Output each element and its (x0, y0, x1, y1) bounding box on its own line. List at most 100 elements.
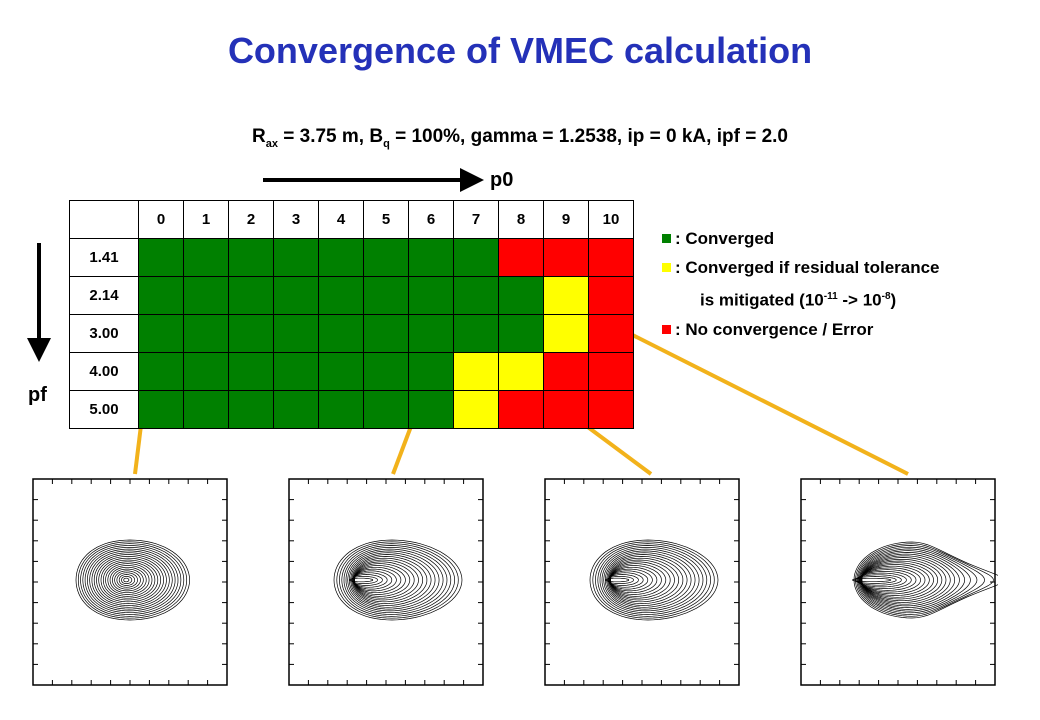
status-cell (453, 276, 499, 315)
table-row: 4.00 (69, 352, 634, 391)
flux-contour (599, 546, 704, 614)
flux-contour (91, 552, 170, 608)
status-cell (363, 276, 409, 315)
flux-contour (75, 539, 190, 621)
corner-cell (69, 200, 139, 239)
flux-contour (107, 565, 150, 595)
flux-contour (609, 561, 671, 599)
legend-error: : No convergence / Error (662, 315, 940, 344)
status-cell (498, 238, 544, 277)
flux-contour (109, 566, 147, 594)
flux-contour (102, 561, 156, 599)
flux-contour (98, 557, 162, 603)
row-header: 5.00 (69, 390, 139, 429)
legend-mitigated-text: : Converged if residual tolerance (675, 258, 940, 277)
status-cell (183, 352, 229, 391)
flux-contour (105, 563, 153, 597)
status-cell (318, 276, 364, 315)
row-header: 3.00 (69, 314, 139, 353)
flux-contour (592, 541, 715, 619)
flux-contour (348, 552, 436, 608)
legend-tol-post: ) (890, 290, 897, 310)
status-cell (273, 276, 319, 315)
row-header: 2.14 (69, 276, 139, 315)
status-cell (453, 352, 499, 391)
status-cell (588, 390, 634, 429)
flux-contour (607, 556, 684, 604)
status-cell (228, 314, 274, 353)
flux-contour (857, 546, 978, 614)
flux-contour (859, 550, 966, 610)
flux-contour (114, 570, 141, 590)
convergence-table: 0 1 2 3 4 5 6 7 8 9 10 1.41 2.14 3.00 4.00 5.00 (69, 200, 634, 429)
status-cell (138, 314, 184, 353)
flux-contour (352, 557, 424, 603)
status-cell (543, 276, 589, 315)
pf-label: pf (28, 384, 47, 406)
p0-label: p0 (490, 169, 514, 191)
flux-contour (96, 556, 164, 604)
flux-contour (860, 553, 956, 607)
legend-tol-pre: is mitigated (10 (700, 290, 824, 310)
status-cell (408, 314, 454, 353)
status-cell (273, 390, 319, 429)
row-header: 1.41 (69, 238, 139, 277)
flux-surface-plot-2 (286, 476, 486, 688)
flux-contour (609, 559, 675, 601)
flux-contour (608, 557, 680, 603)
flux-surface-plot-4 (798, 476, 1005, 688)
column-header: 5 (363, 200, 409, 239)
status-cell (273, 352, 319, 391)
status-cell (543, 390, 589, 429)
flux-contour (89, 550, 173, 610)
flux-contour (353, 559, 419, 601)
flux-contour (345, 548, 444, 612)
column-header: 10 (588, 200, 634, 239)
status-cell (363, 314, 409, 353)
flux-contour (336, 541, 459, 619)
flux-contour (852, 577, 892, 583)
flux-contour (603, 550, 696, 610)
flux-contour (353, 561, 415, 599)
flux-contour (861, 555, 951, 605)
row-header: 4.00 (69, 352, 139, 391)
flux-contour (855, 543, 994, 617)
header-row: 0 1 2 3 4 5 6 7 8 9 10 (69, 200, 634, 239)
parameter-line: Rax = 3.75 m, Bq = 100%, gamma = 1.2538,… (0, 126, 1040, 150)
column-header: 6 (408, 200, 454, 239)
legend: : Converged : Converged if residual tole… (662, 224, 940, 344)
table-row: 1.41 (69, 238, 634, 277)
flux-contour (860, 552, 960, 608)
status-cell (228, 352, 274, 391)
flux-contour (601, 548, 700, 612)
flux-contour (118, 574, 136, 586)
flux-contour (112, 568, 144, 592)
flux-contour (351, 556, 428, 604)
status-cell (273, 314, 319, 353)
flux-contour (354, 563, 411, 597)
status-cell (363, 352, 409, 391)
flux-surface-plot-3 (542, 476, 742, 688)
rax-value: = 3.75 m, B (277, 126, 384, 147)
flux-contour (116, 572, 138, 588)
flux-contour (123, 577, 130, 583)
flux-contour (350, 554, 432, 606)
plot-frame (800, 478, 996, 686)
column-header: 2 (228, 200, 274, 239)
green-swatch (662, 234, 671, 243)
flux-contour (339, 543, 455, 617)
yellow-swatch (662, 263, 671, 272)
flux-contour (347, 550, 440, 610)
column-header: 4 (318, 200, 364, 239)
status-cell (228, 390, 274, 429)
legend-converged: : Converged (662, 224, 940, 253)
legend-converged-text: : Converged (675, 229, 775, 248)
status-cell (588, 314, 634, 353)
flux-contour (853, 541, 1005, 619)
status-cell (588, 352, 634, 391)
status-cell (408, 276, 454, 315)
status-cell (453, 390, 499, 429)
status-cell (498, 390, 544, 429)
legend-tol-exp2: -8 (881, 291, 891, 302)
status-cell (183, 390, 229, 429)
